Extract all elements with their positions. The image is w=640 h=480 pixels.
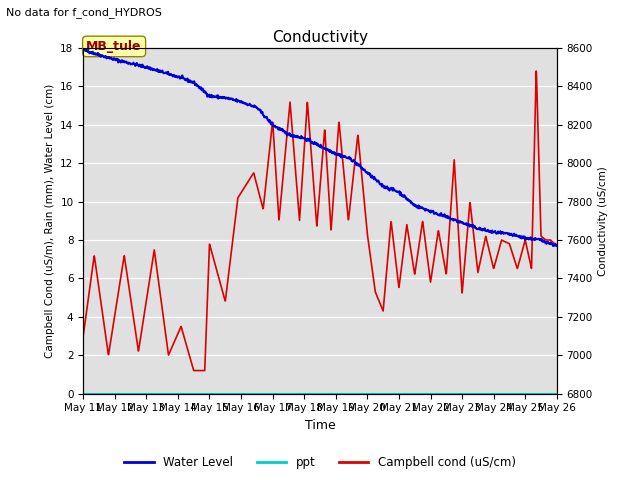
- Legend: Water Level, ppt, Campbell cond (uS/cm): Water Level, ppt, Campbell cond (uS/cm): [119, 452, 521, 474]
- Y-axis label: Conductivity (uS/cm): Conductivity (uS/cm): [598, 166, 609, 276]
- Text: MB_tule: MB_tule: [86, 40, 142, 53]
- Text: No data for f_cond_HYDROS: No data for f_cond_HYDROS: [6, 7, 163, 18]
- Y-axis label: Campbell Cond (uS/m), Rain (mm), Water Level (cm): Campbell Cond (uS/m), Rain (mm), Water L…: [45, 84, 54, 358]
- X-axis label: Time: Time: [305, 419, 335, 432]
- Title: Conductivity: Conductivity: [272, 30, 368, 46]
